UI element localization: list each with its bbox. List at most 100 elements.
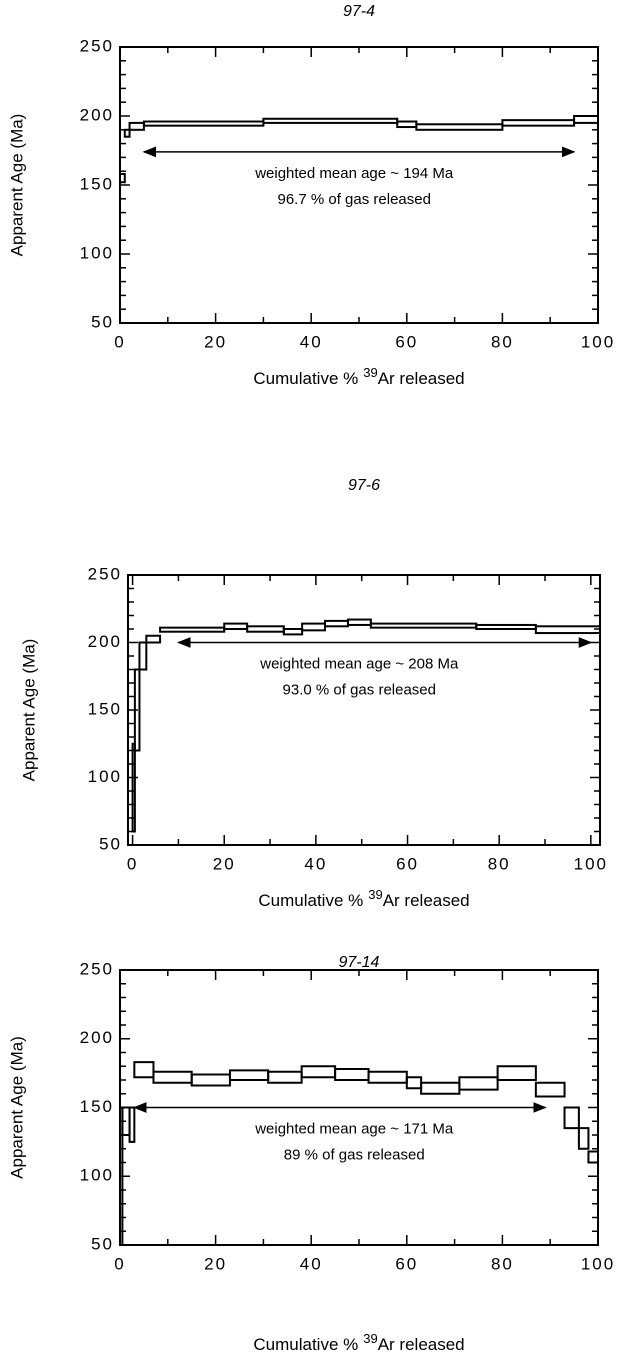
age-step bbox=[228, 1069, 270, 1081]
age-step bbox=[573, 115, 599, 124]
x-tick-label: 80 bbox=[491, 1254, 514, 1273]
age-step bbox=[587, 1150, 600, 1164]
chart-title: 97-14 bbox=[339, 954, 380, 971]
y-tick-label: 100 bbox=[88, 767, 122, 786]
y-axis-label: Apparent Age (Ma) bbox=[7, 1036, 26, 1179]
age-step bbox=[282, 628, 304, 636]
y-tick-label: 250 bbox=[88, 564, 122, 583]
x-axis-label: Cumulative % 39Ar released bbox=[258, 887, 469, 910]
age-step bbox=[367, 1070, 408, 1084]
y-tick-label: 100 bbox=[80, 243, 114, 262]
y-axis-label: Apparent Age (Ma) bbox=[19, 639, 38, 782]
age-step bbox=[119, 172, 126, 184]
y-tick-label: 150 bbox=[80, 174, 114, 193]
annotation: 96.7 % of gas released bbox=[278, 191, 431, 208]
x-tick-label: 20 bbox=[213, 854, 236, 873]
age-step bbox=[190, 1073, 231, 1087]
age-step bbox=[128, 121, 145, 131]
annotation: weighted mean age ~ 208 Ma bbox=[259, 655, 459, 672]
x-tick-label: 20 bbox=[204, 1254, 227, 1273]
x-tick-label: 100 bbox=[574, 854, 608, 873]
x-axis-label: Cumulative % 39Ar released bbox=[253, 1331, 464, 1354]
age-step bbox=[496, 1065, 537, 1081]
x-axis-label-part: Ar released bbox=[378, 1335, 465, 1354]
age-step bbox=[138, 641, 148, 671]
x-axis-label-part: Ar released bbox=[383, 891, 470, 910]
x-axis-label-sup: 39 bbox=[368, 887, 382, 902]
x-tick-label: 20 bbox=[204, 332, 227, 351]
age-step bbox=[142, 120, 265, 127]
age-step bbox=[300, 1065, 337, 1079]
y-tick-label: 50 bbox=[99, 834, 122, 853]
age-step bbox=[133, 668, 141, 752]
x-tick-label: 0 bbox=[114, 1254, 125, 1273]
age-step bbox=[396, 120, 418, 129]
y-tick-label: 250 bbox=[80, 36, 114, 55]
annotation: 89 % of gas released bbox=[284, 1146, 425, 1163]
x-axis-label-part: Cumulative % bbox=[258, 891, 363, 910]
age-step bbox=[123, 128, 131, 138]
x-tick-label: 100 bbox=[581, 332, 615, 351]
x-axis-label-part: Cumulative % bbox=[253, 369, 358, 388]
chart-title: 97-4 bbox=[343, 3, 375, 20]
x-tick-label: 40 bbox=[300, 1254, 323, 1273]
plot-frame bbox=[127, 574, 601, 846]
x-axis-label-sup: 39 bbox=[363, 1331, 377, 1346]
annotation: weighted mean age ~ 194 Ma bbox=[254, 165, 454, 182]
x-axis-label-sup: 39 bbox=[363, 365, 377, 380]
age-step bbox=[246, 625, 285, 633]
x-tick-label: 80 bbox=[488, 854, 511, 873]
age-step bbox=[131, 742, 136, 833]
annotation: 93.0 % of gas released bbox=[283, 681, 436, 698]
y-tick-label: 100 bbox=[80, 1166, 114, 1185]
age-step bbox=[223, 622, 249, 630]
y-tick-label: 200 bbox=[80, 105, 114, 124]
age-step bbox=[128, 1106, 136, 1143]
age-step bbox=[152, 1070, 193, 1084]
y-tick-label: 150 bbox=[88, 699, 122, 718]
x-tick-label: 0 bbox=[127, 854, 138, 873]
y-tick-label: 150 bbox=[80, 1097, 114, 1116]
age-step bbox=[267, 1070, 303, 1084]
age-step bbox=[534, 1081, 566, 1098]
age-step bbox=[119, 1106, 124, 1246]
annotation: weighted mean age ~ 171 Ma bbox=[254, 1120, 454, 1137]
x-axis-label-part: Ar released bbox=[378, 369, 465, 388]
x-axis-label: Cumulative % 39Ar released bbox=[253, 365, 464, 388]
age-step bbox=[262, 117, 399, 124]
y-tick-label: 250 bbox=[80, 959, 114, 978]
age-step bbox=[405, 1076, 423, 1090]
age-step bbox=[420, 1081, 461, 1095]
y-axis-label: Apparent Age (Ma) bbox=[7, 114, 26, 257]
x-tick-label: 0 bbox=[114, 332, 125, 351]
chart-title: 97-6 bbox=[348, 477, 380, 494]
age-step bbox=[563, 1106, 580, 1130]
age-step bbox=[159, 626, 226, 633]
x-tick-label: 100 bbox=[581, 1254, 615, 1273]
x-tick-label: 60 bbox=[395, 332, 418, 351]
age-step bbox=[475, 623, 537, 631]
age-step bbox=[501, 119, 576, 127]
plot-frame bbox=[119, 46, 599, 324]
age-step bbox=[534, 625, 602, 635]
y-tick-label: 50 bbox=[91, 1234, 114, 1253]
age-step bbox=[133, 1061, 155, 1079]
age-step bbox=[334, 1068, 370, 1081]
x-tick-label: 60 bbox=[396, 854, 419, 873]
age-step bbox=[415, 123, 504, 131]
y-tick-label: 200 bbox=[88, 632, 122, 651]
age-step bbox=[301, 622, 327, 632]
x-tick-label: 40 bbox=[304, 854, 327, 873]
age-step bbox=[458, 1076, 499, 1091]
x-tick-label: 60 bbox=[395, 1254, 418, 1273]
age-step bbox=[346, 618, 372, 626]
age-step bbox=[369, 622, 478, 629]
age-step bbox=[577, 1127, 590, 1150]
x-axis-label-part: Cumulative % bbox=[253, 1335, 358, 1354]
age-step bbox=[324, 619, 349, 628]
y-tick-label: 200 bbox=[80, 1028, 114, 1047]
x-tick-label: 40 bbox=[300, 332, 323, 351]
y-tick-label: 50 bbox=[91, 312, 114, 331]
age-step bbox=[145, 634, 162, 644]
